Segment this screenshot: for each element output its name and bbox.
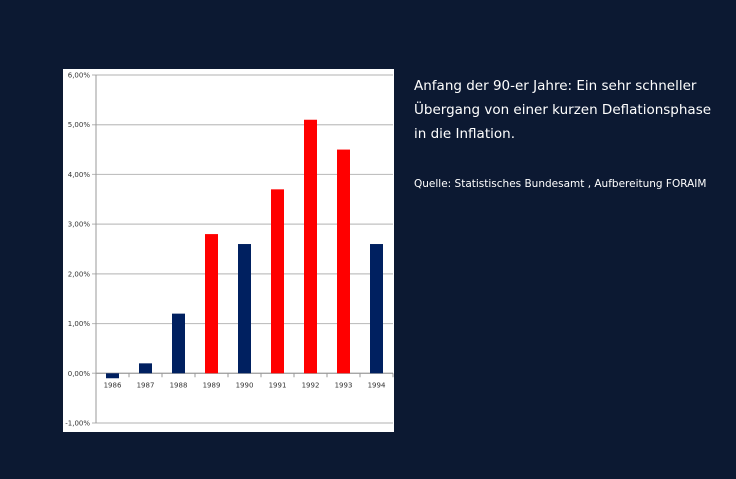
- source-text: Quelle: Statistisches Bundesamt , Aufber…: [414, 178, 707, 190]
- chart-svg: -1,00% 0,00% 1,00% 2,00% 3,00% 4,00% 5,00% 6,00…: [65, 72, 394, 428]
- y-tick-label: 0,00%: [68, 370, 91, 378]
- bar-1993: [337, 149, 350, 374]
- x-tick-label: 1992: [302, 381, 320, 389]
- x-tick-label: 1990: [236, 381, 254, 389]
- bar-1994: [370, 244, 383, 374]
- bar-1989: [205, 234, 218, 374]
- y-tick-label: -1,00%: [65, 420, 90, 428]
- x-tick-label: 1994: [368, 381, 386, 389]
- y-tick-label: 4,00%: [68, 171, 91, 179]
- bar-1991: [271, 189, 284, 374]
- y-tick-label: 2,00%: [68, 270, 91, 278]
- bar-1992: [304, 119, 317, 374]
- y-tick-label: 5,00%: [68, 121, 91, 129]
- x-tick-label: 1991: [269, 381, 287, 389]
- x-tick-label: 1988: [170, 381, 188, 389]
- x-tick-label: 1993: [335, 381, 353, 389]
- y-tick-label: 3,00%: [68, 221, 91, 229]
- x-tick-label: 1989: [203, 381, 221, 389]
- y-tick-label: 6,00%: [68, 72, 91, 80]
- bar-1986: [106, 373, 119, 379]
- bar-1988: [172, 313, 185, 374]
- y-tick-label: 1,00%: [68, 320, 91, 328]
- x-tick-label: 1987: [137, 381, 155, 389]
- bar-1987: [139, 363, 152, 374]
- description-text: Anfang der 90-er Jahre: Ein sehr schnell…: [414, 78, 712, 142]
- inflation-bar-chart: -1,00% 0,00% 1,00% 2,00% 3,00% 4,00% 5,00% 6,00…: [63, 69, 394, 432]
- bar-1990: [238, 244, 251, 374]
- x-tick-label: 1986: [104, 381, 122, 389]
